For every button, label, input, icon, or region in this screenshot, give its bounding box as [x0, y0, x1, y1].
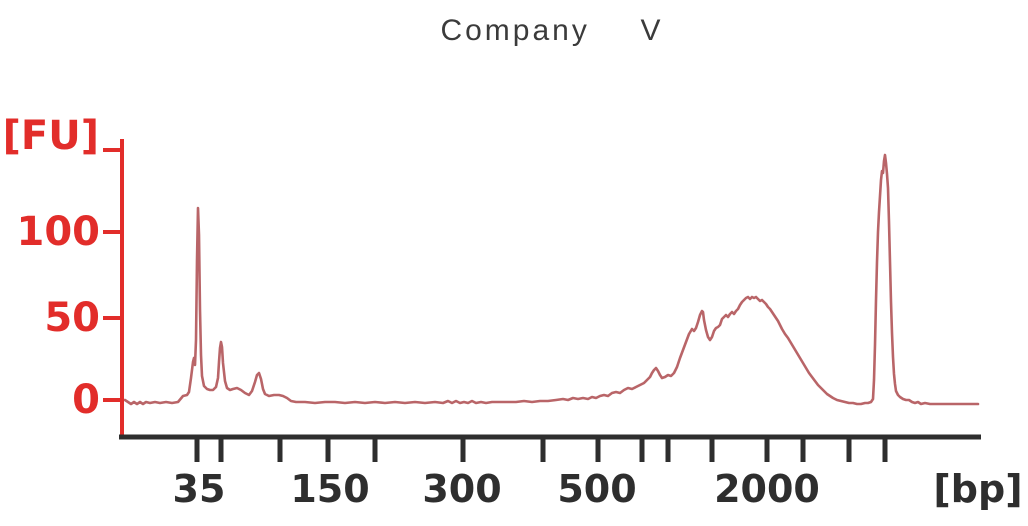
x-tick-label: 35 — [173, 467, 226, 511]
x-tick-label: 2000 — [714, 467, 820, 511]
x-tick-label: 500 — [557, 467, 636, 511]
chart-title: Company V — [440, 14, 664, 47]
x-tick-label: 150 — [290, 467, 369, 511]
x-tick-label: 300 — [422, 467, 501, 511]
y-tick-label: 0 — [72, 377, 100, 423]
sample-trace — [123, 153, 980, 406]
y-tick-label: 100 — [17, 209, 101, 255]
y-axis-unit-label: [FU] — [3, 113, 99, 159]
x-axis-unit-label: [bp] — [933, 467, 1022, 511]
y-tick-label: 50 — [44, 295, 100, 341]
